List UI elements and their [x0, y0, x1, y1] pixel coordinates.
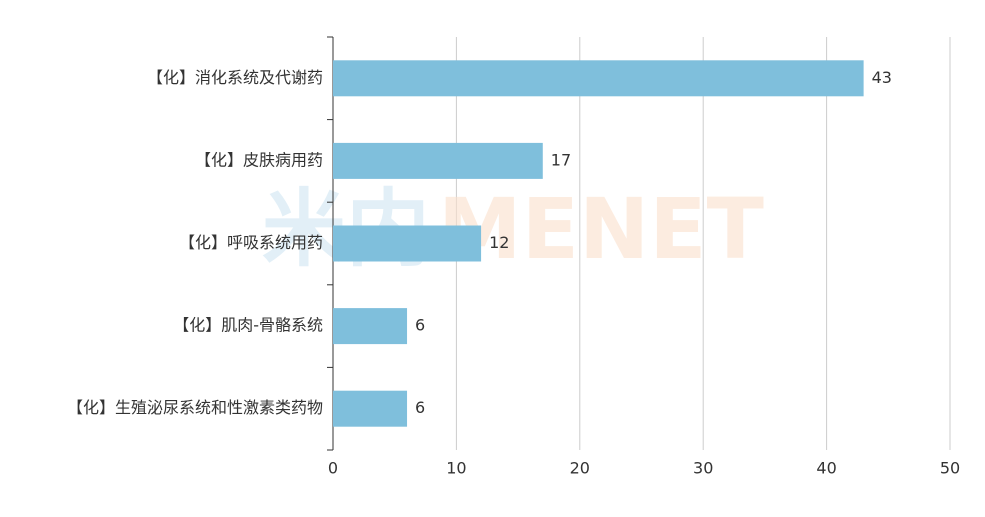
x-tick-label: 20 [570, 459, 590, 478]
value-label: 17 [551, 150, 571, 169]
bar [333, 142, 543, 179]
y-tick-label: 【化】消化系统及代谢药 [147, 68, 323, 87]
x-tick-label: 0 [328, 459, 338, 478]
x-tick-label: 30 [693, 459, 713, 478]
bar [333, 390, 408, 427]
y-tick-label: 【化】皮肤病用药 [195, 150, 323, 169]
x-tick-label: 10 [446, 459, 466, 478]
y-tick-label: 【化】肌肉-骨骼系统 [173, 316, 323, 335]
bar [333, 225, 482, 262]
value-label: 6 [415, 316, 425, 335]
value-label: 12 [489, 233, 509, 252]
bar [333, 308, 408, 345]
y-tick-label: 【化】呼吸系统用药 [179, 233, 323, 252]
value-label: 43 [872, 68, 892, 87]
x-tick-label: 40 [816, 459, 836, 478]
x-tick-label: 50 [940, 459, 960, 478]
value-label: 6 [415, 398, 425, 417]
y-tick-label: 【化】生殖泌尿系统和性激素类药物 [67, 398, 323, 417]
watermark: MENET [438, 180, 764, 278]
bar [333, 60, 864, 97]
